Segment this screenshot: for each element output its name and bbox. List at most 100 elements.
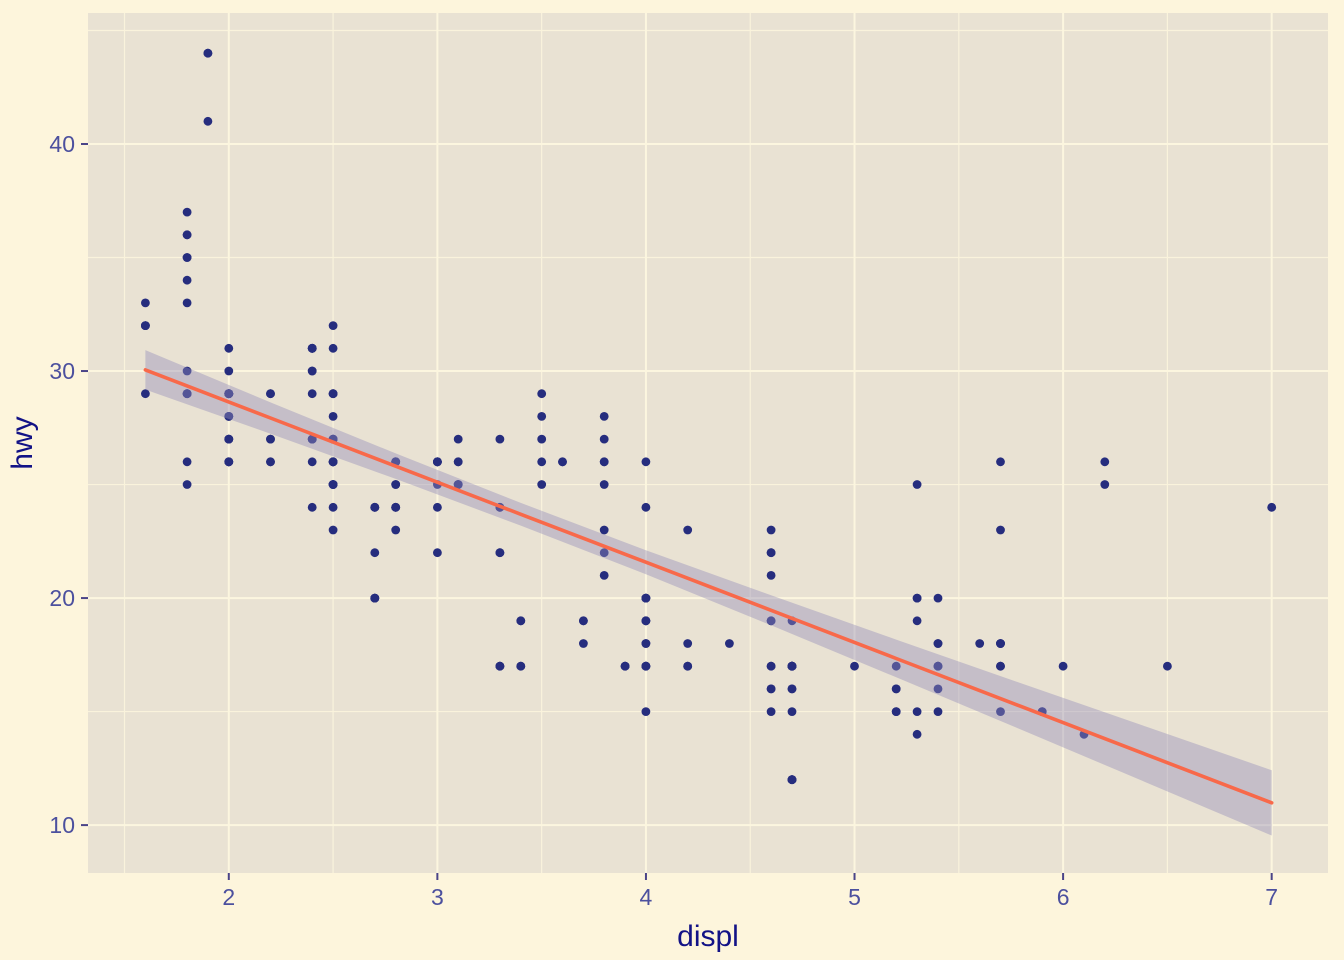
data-point (516, 616, 526, 626)
y-axis-tick-labels: 10 20 30 40 (49, 131, 75, 838)
data-point (1267, 502, 1277, 512)
data-point (141, 389, 150, 399)
y-axis-title: hwy (6, 416, 39, 469)
data-point (641, 707, 651, 716)
data-point (599, 525, 609, 535)
data-point (933, 707, 943, 716)
data-point (787, 661, 797, 671)
data-point (912, 729, 922, 739)
data-point (725, 639, 734, 648)
data-point (1100, 480, 1110, 489)
data-point (224, 389, 234, 399)
data-point (307, 366, 317, 376)
y-tick-label: 10 (49, 812, 75, 838)
data-point (787, 684, 797, 694)
data-point (996, 639, 1005, 648)
data-point (495, 548, 505, 558)
data-point (641, 616, 651, 626)
data-point (537, 389, 547, 399)
data-point (787, 707, 797, 716)
confidence-ribbon (145, 350, 1272, 836)
data-point (620, 661, 630, 671)
y-tick-label: 20 (49, 585, 75, 611)
data-point (641, 502, 651, 512)
data-point (996, 457, 1005, 467)
data-point (182, 207, 192, 217)
data-point (266, 434, 275, 444)
data-point (516, 661, 526, 671)
data-point (370, 548, 380, 558)
data-point (766, 661, 776, 671)
data-point (391, 502, 401, 512)
data-point (307, 457, 317, 467)
data-point (453, 434, 463, 444)
data-point (599, 434, 609, 444)
x-axis-tick-labels: 2 3 4 5 6 7 (222, 884, 1278, 910)
data-point (766, 684, 776, 694)
data-point (266, 389, 275, 399)
data-point (766, 571, 776, 580)
data-point (328, 343, 338, 353)
data-point (912, 616, 922, 626)
data-point (328, 457, 338, 467)
panel-background (88, 13, 1328, 873)
y-tick-label: 30 (49, 358, 75, 384)
data-point (182, 230, 192, 240)
data-point (182, 480, 192, 489)
data-point (224, 366, 234, 376)
data-point (1058, 661, 1068, 671)
data-point (933, 661, 943, 671)
data-point (996, 525, 1005, 535)
data-point (391, 525, 401, 535)
data-point (537, 480, 547, 489)
data-point (891, 661, 901, 671)
data-point (912, 480, 922, 489)
data-point (453, 457, 463, 467)
data-point (599, 548, 609, 558)
data-point (391, 480, 401, 489)
data-point (683, 639, 693, 648)
data-point (579, 616, 588, 626)
data-point (766, 548, 776, 558)
data-point (1100, 457, 1110, 467)
data-point (683, 525, 693, 535)
data-point (224, 412, 234, 421)
data-point (641, 457, 651, 467)
data-point (182, 457, 192, 467)
x-tick-label: 5 (848, 884, 861, 910)
data-point (307, 434, 317, 444)
data-point (641, 639, 651, 648)
data-point (266, 457, 275, 467)
data-point (1163, 661, 1172, 671)
data-point (328, 525, 338, 535)
data-point (683, 661, 693, 671)
data-point (787, 775, 797, 785)
data-point (766, 707, 776, 716)
x-tick-label: 3 (431, 884, 444, 910)
data-point (850, 661, 859, 671)
data-point (182, 253, 192, 262)
data-point (891, 707, 901, 716)
data-point (933, 684, 943, 694)
data-point (641, 661, 651, 671)
data-point (370, 593, 380, 603)
data-point (224, 343, 234, 353)
data-point (141, 298, 150, 308)
data-point (766, 525, 776, 535)
data-point (328, 389, 338, 399)
data-point (996, 707, 1005, 716)
data-point (766, 616, 776, 626)
data-point (224, 434, 234, 444)
data-point (307, 389, 317, 399)
data-point (328, 321, 338, 330)
data-point (912, 707, 922, 716)
data-point (933, 639, 943, 648)
data-point (182, 366, 192, 376)
data-point (453, 480, 463, 489)
x-tick-label: 6 (1057, 884, 1070, 910)
grid-minor-lines (88, 13, 1328, 873)
data-point (307, 343, 317, 353)
data-point (599, 457, 609, 467)
data-point (203, 116, 213, 126)
